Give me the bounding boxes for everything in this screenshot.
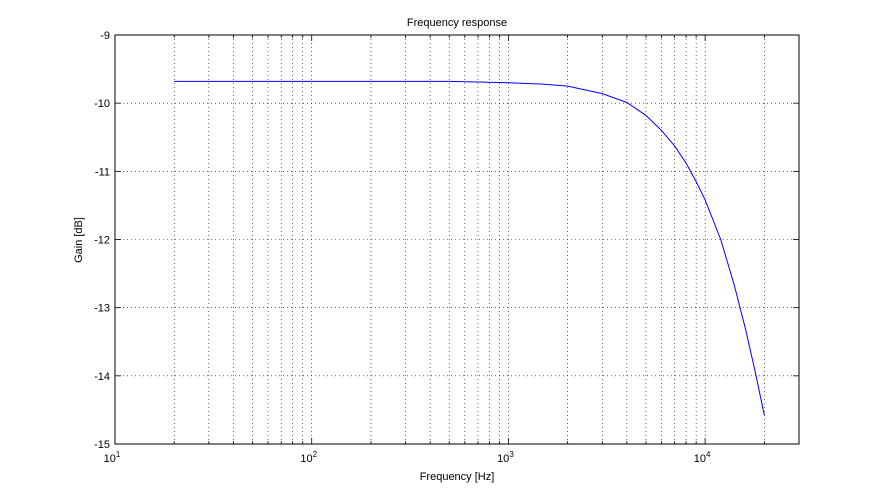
- x-tick-label: 104: [694, 450, 711, 465]
- x-tick-label: 101: [104, 450, 121, 465]
- y-tick-label: -10: [94, 98, 110, 110]
- chart-title: Frequency response: [407, 17, 507, 29]
- y-tick-label: -15: [94, 439, 110, 451]
- y-axis-label: Gain [dB]: [73, 217, 85, 263]
- plot-frame: [114, 34, 800, 445]
- x-tick-labels: 101 102 103 104: [104, 450, 711, 465]
- y-tick-label: -14: [94, 371, 110, 383]
- y-tick-label: -13: [94, 303, 110, 315]
- x-axis-label: Frequency [Hz]: [420, 471, 495, 483]
- y-tick-labels: -9 -10 -11 -12 -13 -14 -15: [94, 30, 110, 451]
- y-tick-label: -11: [95, 166, 110, 178]
- x-tick-label: 103: [497, 450, 514, 465]
- plot-area: [114, 34, 800, 445]
- x-tick-label: 102: [300, 450, 317, 465]
- grid: [115, 35, 799, 444]
- y-tick-label: -9: [100, 30, 110, 42]
- series-line: [174, 80, 765, 416]
- y-tick-label: -12: [94, 235, 110, 247]
